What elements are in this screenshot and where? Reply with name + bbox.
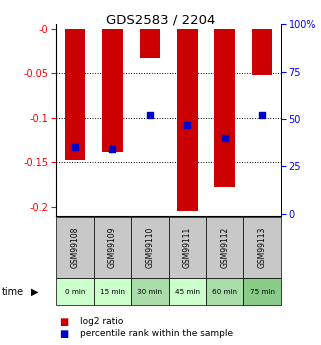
Bar <box>177 29 197 211</box>
Point <box>72 145 77 150</box>
Bar <box>214 29 235 187</box>
Text: 45 min: 45 min <box>175 289 200 295</box>
Text: ■: ■ <box>59 329 69 339</box>
Text: GSM99110: GSM99110 <box>145 227 154 268</box>
Bar <box>140 29 160 58</box>
Point <box>260 112 265 118</box>
Text: GSM99109: GSM99109 <box>108 227 117 268</box>
Text: 60 min: 60 min <box>212 289 237 295</box>
Text: 0 min: 0 min <box>65 289 85 295</box>
Bar <box>65 29 85 160</box>
Bar <box>102 29 123 151</box>
Text: log2 ratio: log2 ratio <box>80 317 124 326</box>
Text: GSM99113: GSM99113 <box>258 227 267 268</box>
Text: time: time <box>2 287 24 297</box>
Text: 30 min: 30 min <box>137 289 162 295</box>
Point <box>185 122 190 127</box>
Text: GSM99111: GSM99111 <box>183 227 192 268</box>
Point <box>147 112 152 118</box>
Text: ▶: ▶ <box>30 287 38 297</box>
Point <box>110 146 115 152</box>
Text: 75 min: 75 min <box>250 289 275 295</box>
Text: GDS2583 / 2204: GDS2583 / 2204 <box>106 13 215 26</box>
Text: percentile rank within the sample: percentile rank within the sample <box>80 329 233 338</box>
Text: GSM99108: GSM99108 <box>70 227 79 268</box>
Bar <box>252 29 273 75</box>
Text: GSM99112: GSM99112 <box>220 227 229 268</box>
Point <box>222 135 227 141</box>
Text: ■: ■ <box>59 317 69 327</box>
Text: 15 min: 15 min <box>100 289 125 295</box>
